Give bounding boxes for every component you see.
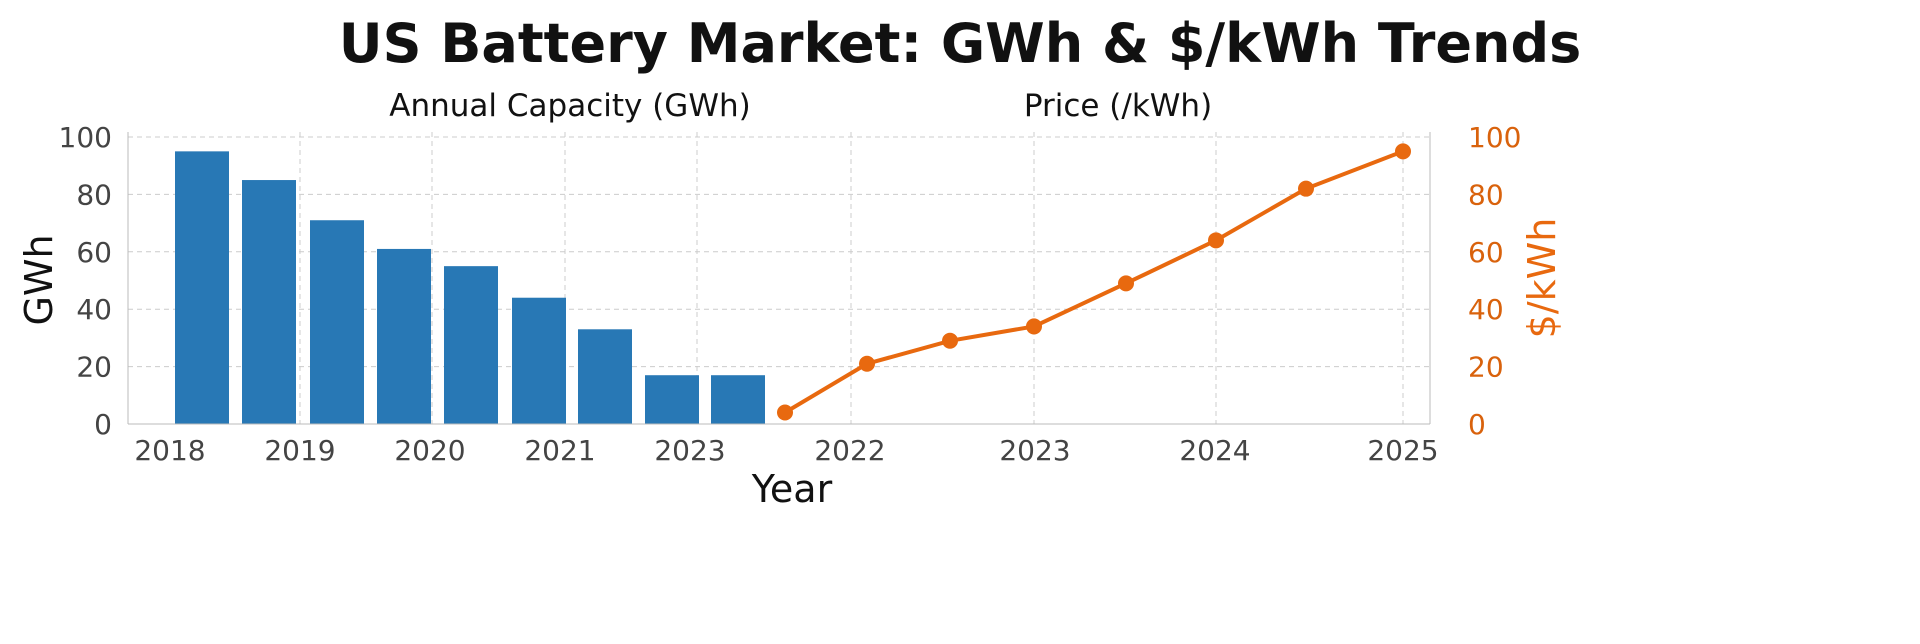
price-point <box>859 355 875 372</box>
line-series <box>777 143 1411 421</box>
y-tick-label-right: 60 <box>1468 236 1504 269</box>
x-tick-label: 2023 <box>654 434 725 467</box>
price-point <box>1026 318 1042 335</box>
price-point <box>1298 180 1314 197</box>
x-tick-label: 2024 <box>1179 434 1250 467</box>
y-tick-label-right: 0 <box>1468 408 1486 441</box>
y-axis-left-label: GWh <box>17 234 61 325</box>
x-tick-label: 2022 <box>814 434 885 467</box>
y-tick-label-right: 80 <box>1468 178 1504 211</box>
x-tick-label: 2020 <box>394 434 465 467</box>
bar <box>711 375 765 424</box>
x-tick-label: 2025 <box>1367 434 1438 467</box>
y-tick-label-left: 0 <box>94 408 112 441</box>
x-tick-label: 2021 <box>524 434 595 467</box>
bar <box>175 151 229 424</box>
price-point <box>942 332 958 349</box>
y-tick-label-left: 100 <box>59 121 112 154</box>
y-tick-label-left: 40 <box>76 293 112 326</box>
bar <box>512 297 566 424</box>
y-tick-label-right: 40 <box>1468 293 1504 326</box>
bar <box>578 329 632 424</box>
y-tick-label-left: 20 <box>76 351 112 384</box>
chart-title: US Battery Market: GWh & $/kWh Trends <box>339 12 1582 75</box>
x-axis-label: Year <box>751 467 833 511</box>
y-tick-label-left: 60 <box>76 236 112 269</box>
price-line <box>783 149 1404 415</box>
price-point <box>1395 143 1411 160</box>
y-tick-label-right: 20 <box>1468 351 1504 384</box>
x-tick-label: 2018 <box>134 434 205 467</box>
price-point <box>1208 232 1224 249</box>
subtitle-capacity: Annual Capacity (GWh) <box>389 88 750 124</box>
bar <box>242 180 296 424</box>
price-point <box>1118 275 1134 292</box>
bar <box>444 266 498 424</box>
y-axis-right-label: $/kWh <box>1520 218 1564 339</box>
price-point <box>777 404 793 421</box>
subtitle-price: Price (/kWh) <box>1024 88 1212 124</box>
y-tick-label-right: 100 <box>1468 121 1521 154</box>
y-tick-label-left: 80 <box>76 178 112 211</box>
bar <box>310 220 364 424</box>
bar <box>377 248 431 424</box>
x-tick-label: 2023 <box>999 434 1070 467</box>
x-tick-label: 2019 <box>264 434 335 467</box>
bar <box>645 375 699 424</box>
bar-series <box>175 151 765 424</box>
